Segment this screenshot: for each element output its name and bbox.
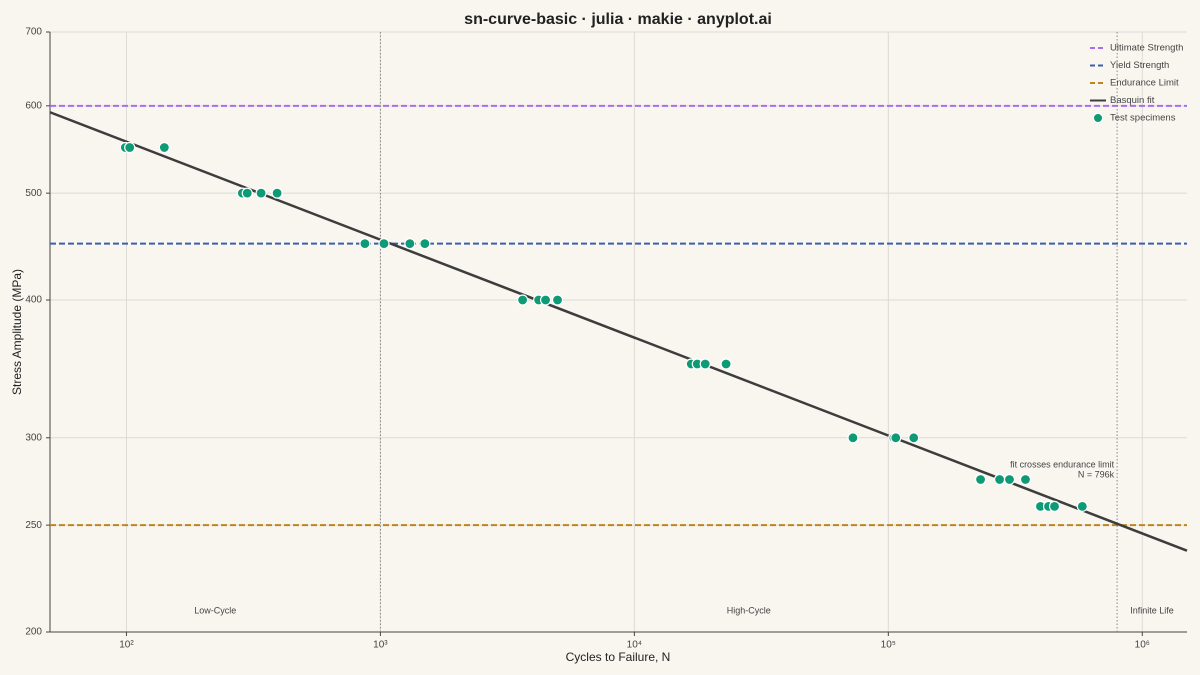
specimen-point bbox=[124, 141, 136, 154]
x-tick-label: 10⁴ bbox=[627, 640, 642, 651]
specimen-point bbox=[1003, 473, 1016, 486]
region-label: Infinite Life bbox=[1130, 605, 1174, 615]
legend-label: Yield Strength bbox=[1110, 60, 1169, 71]
specimen-point bbox=[551, 294, 564, 306]
y-tick-label: 600 bbox=[25, 100, 42, 111]
region-label: High-Cycle bbox=[727, 605, 771, 615]
x-axis-label: Cycles to Failure, N bbox=[566, 650, 671, 664]
specimen-point bbox=[1048, 500, 1061, 512]
specimen-point bbox=[271, 187, 283, 199]
specimen-point bbox=[378, 238, 390, 250]
annotation: fit crosses endurance limit bbox=[1010, 460, 1115, 470]
y-tick-label: 400 bbox=[25, 295, 42, 306]
x-tick-label: 10² bbox=[119, 640, 134, 651]
specimen-point bbox=[359, 238, 371, 250]
specimen-point bbox=[847, 432, 859, 444]
x-tick-label: 10³ bbox=[373, 640, 388, 651]
x-tick-label: 10⁵ bbox=[881, 640, 896, 651]
specimen-point bbox=[1076, 500, 1088, 512]
specimen-point bbox=[908, 432, 920, 444]
specimen-point bbox=[158, 141, 170, 154]
x-tick-label: 10⁶ bbox=[1135, 640, 1150, 651]
specimen-point bbox=[539, 294, 552, 306]
y-tick-label: 200 bbox=[25, 627, 42, 638]
specimen-point bbox=[404, 238, 416, 250]
y-tick-label: 700 bbox=[25, 27, 42, 38]
y-tick-label: 300 bbox=[25, 432, 42, 443]
specimen-point bbox=[699, 358, 711, 370]
region-label: Low-Cycle bbox=[194, 605, 236, 615]
specimen-point bbox=[255, 187, 267, 199]
annotation: N = 796k bbox=[1078, 470, 1115, 480]
specimen-point bbox=[994, 473, 1006, 486]
specimen-point bbox=[1019, 473, 1032, 486]
y-tick-label: 500 bbox=[25, 188, 42, 199]
y-tick-label: 250 bbox=[25, 520, 42, 531]
legend-label: Basquin fit bbox=[1110, 95, 1155, 106]
specimen-point bbox=[419, 238, 431, 250]
legend-label: Test specimens bbox=[1110, 113, 1176, 124]
specimen-point bbox=[974, 473, 987, 486]
specimen-point bbox=[720, 358, 732, 370]
specimen-point bbox=[890, 432, 902, 444]
y-axis-label: Stress Amplitude (MPa) bbox=[10, 269, 24, 395]
legend-marker bbox=[1093, 113, 1103, 123]
legend-label: Endurance Limit bbox=[1110, 78, 1179, 89]
specimen-point bbox=[516, 294, 529, 306]
specimen-point bbox=[241, 187, 253, 199]
chart-title: sn-curve-basic · julia · makie · anyplot… bbox=[464, 11, 772, 28]
legend-label: Ultimate Strength bbox=[1110, 43, 1183, 54]
